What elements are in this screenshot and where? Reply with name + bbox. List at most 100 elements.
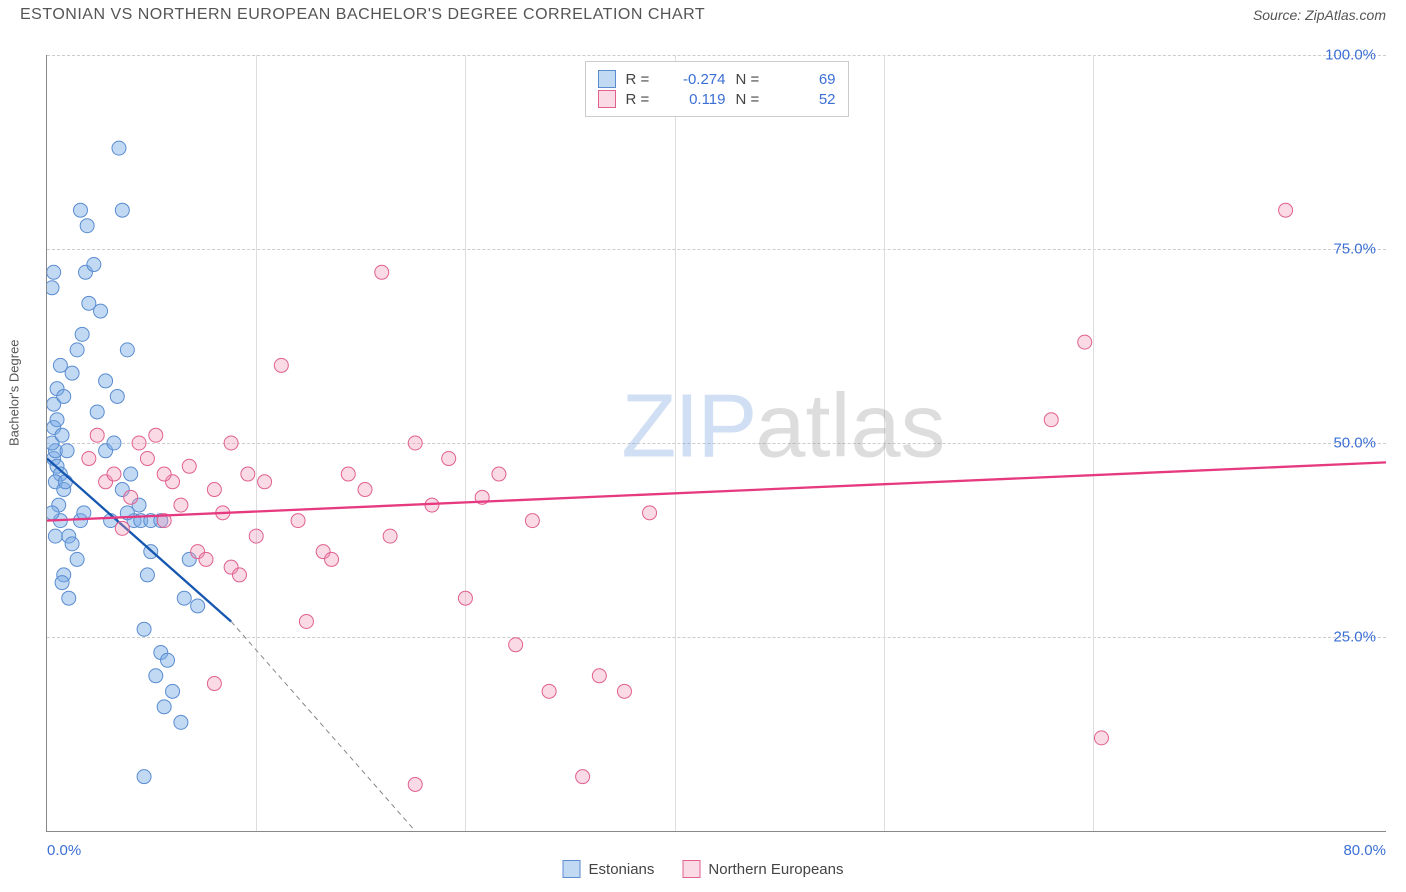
data-point xyxy=(47,506,59,520)
data-point xyxy=(442,452,456,466)
data-point xyxy=(299,614,313,628)
data-point xyxy=(232,568,246,582)
data-point xyxy=(177,591,191,605)
data-point xyxy=(65,366,79,380)
data-point xyxy=(90,428,104,442)
stats-legend-row: R =-0.274N =69 xyxy=(598,70,836,88)
data-point xyxy=(82,452,96,466)
data-point xyxy=(110,389,124,403)
data-point xyxy=(60,444,74,458)
data-point xyxy=(358,483,372,497)
data-point xyxy=(94,304,108,318)
data-point xyxy=(224,436,238,450)
source-attribution: Source: ZipAtlas.com xyxy=(1253,7,1386,23)
legend-item: Northern Europeans xyxy=(682,860,843,878)
data-point xyxy=(576,770,590,784)
data-point xyxy=(80,219,94,233)
data-point xyxy=(509,638,523,652)
regression-line-extrapolated xyxy=(231,621,415,831)
data-point xyxy=(115,521,129,535)
data-point xyxy=(124,490,138,504)
stats-legend-row: R =0.119N =52 xyxy=(598,90,836,108)
chart-title: ESTONIAN VS NORTHERN EUROPEAN BACHELOR'S… xyxy=(20,6,705,24)
x-tick-label: 80.0% xyxy=(1343,842,1386,859)
legend-swatch xyxy=(682,860,700,878)
y-axis-label: Bachelor's Degree xyxy=(7,339,22,446)
x-tick-label: 0.0% xyxy=(47,842,81,859)
chart-plot-area: ZIPatlas R =-0.274N =69R =0.119N =52 25.… xyxy=(46,55,1386,832)
data-point xyxy=(58,475,72,489)
data-point xyxy=(174,715,188,729)
data-point xyxy=(73,203,87,217)
data-point xyxy=(1078,335,1092,349)
data-point xyxy=(90,405,104,419)
stat-value-n: 69 xyxy=(776,71,836,88)
legend-swatch xyxy=(563,860,581,878)
data-point xyxy=(65,537,79,551)
data-point xyxy=(107,436,121,450)
data-point xyxy=(137,770,151,784)
data-point xyxy=(107,467,121,481)
data-point xyxy=(50,413,64,427)
data-point xyxy=(291,514,305,528)
header-bar: ESTONIAN VS NORTHERN EUROPEAN BACHELOR'S… xyxy=(0,0,1406,30)
data-point xyxy=(249,529,263,543)
data-point xyxy=(191,599,205,613)
data-point xyxy=(137,622,151,636)
data-point xyxy=(174,498,188,512)
data-point xyxy=(1044,413,1058,427)
data-point xyxy=(112,141,126,155)
data-point xyxy=(132,436,146,450)
data-point xyxy=(542,684,556,698)
data-point xyxy=(241,467,255,481)
data-point xyxy=(57,389,71,403)
legend-swatch xyxy=(598,70,616,88)
data-point xyxy=(55,428,69,442)
data-point xyxy=(341,467,355,481)
data-point xyxy=(492,467,506,481)
data-point xyxy=(48,529,62,543)
data-point xyxy=(207,483,221,497)
legend-swatch xyxy=(598,90,616,108)
data-point xyxy=(408,436,422,450)
data-point xyxy=(617,684,631,698)
data-point xyxy=(99,374,113,388)
data-point xyxy=(643,506,657,520)
data-point xyxy=(47,265,61,279)
series-legend: Estonians Northern Europeans xyxy=(563,860,844,878)
stat-label-r: R = xyxy=(626,91,656,108)
data-point xyxy=(149,669,163,683)
data-point xyxy=(408,777,422,791)
data-point xyxy=(458,591,472,605)
data-point xyxy=(525,514,539,528)
data-point xyxy=(161,653,175,667)
data-point xyxy=(166,684,180,698)
legend-item: Estonians xyxy=(563,860,655,878)
data-point xyxy=(140,452,154,466)
data-point xyxy=(274,358,288,372)
data-point xyxy=(199,552,213,566)
data-point xyxy=(325,552,339,566)
data-point xyxy=(182,459,196,473)
data-point xyxy=(70,552,84,566)
data-point xyxy=(149,428,163,442)
data-point xyxy=(55,576,69,590)
data-point xyxy=(70,343,84,357)
scatter-svg xyxy=(47,55,1386,831)
stat-value-r: 0.119 xyxy=(666,91,726,108)
legend-label: Northern Europeans xyxy=(708,861,843,878)
data-point xyxy=(124,467,138,481)
data-point xyxy=(383,529,397,543)
stat-label-n: N = xyxy=(736,71,766,88)
legend-label: Estonians xyxy=(589,861,655,878)
data-point xyxy=(258,475,272,489)
data-point xyxy=(207,677,221,691)
data-point xyxy=(157,467,171,481)
stat-label-r: R = xyxy=(626,71,656,88)
data-point xyxy=(47,281,59,295)
data-point xyxy=(62,591,76,605)
stats-legend: R =-0.274N =69R =0.119N =52 xyxy=(585,61,849,117)
data-point xyxy=(87,258,101,272)
data-point xyxy=(140,568,154,582)
data-point xyxy=(115,203,129,217)
